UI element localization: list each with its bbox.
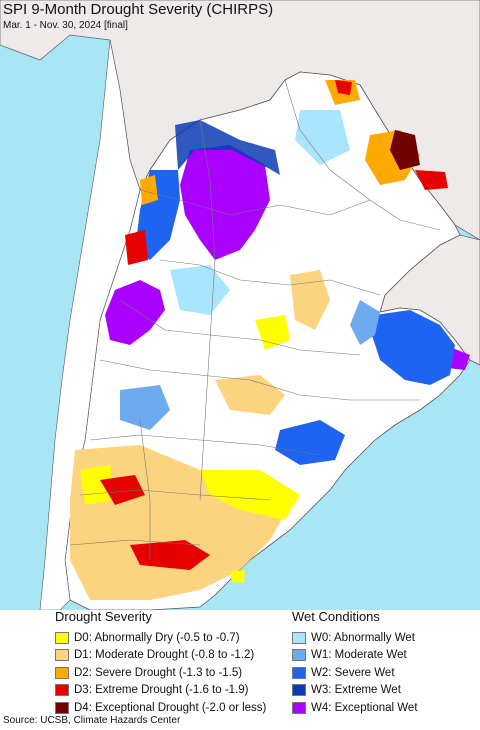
- swatch-d0: [55, 631, 69, 644]
- legend-row-w0: W0: Abnormally Wet: [292, 629, 477, 647]
- legend-label-w1: W1: Moderate Wet: [311, 649, 407, 662]
- legend-label-w3: W3: Extreme Wet: [311, 684, 401, 697]
- d2-andes-west: [140, 175, 158, 205]
- d3-north: [335, 80, 352, 95]
- swatch-w2: [292, 666, 306, 679]
- legend-row-d0: D0: Abnormally Dry (-0.5 to -0.7): [55, 629, 290, 647]
- swatch-w1: [292, 649, 306, 662]
- legend-label-d4: D4: Exceptional Drought (-2.0 or less): [74, 701, 267, 714]
- wet-legend-heading: Wet Conditions: [292, 609, 380, 624]
- w2-east: [372, 310, 455, 385]
- drought-map: [0, 0, 480, 610]
- legend-row-d3: D3: Extreme Drought (-1.6 to -1.9): [55, 682, 290, 700]
- d0-island: [230, 570, 245, 583]
- legend-label-d0: D0: Abnormally Dry (-0.5 to -0.7): [74, 631, 240, 644]
- drought-legend: Drought Severity D0: Abnormally Dry (-0.…: [55, 609, 290, 714]
- source-credit: Source: UCSB, Climate Hazards Center: [3, 715, 181, 726]
- map-canvas: [0, 0, 480, 610]
- d3-northeast: [415, 170, 448, 190]
- d0-central: [255, 315, 290, 350]
- legend-label-w2: W2: Severe Wet: [311, 666, 395, 679]
- w0-north: [295, 110, 350, 165]
- swatch-d2: [55, 666, 69, 679]
- legend-row-d4: D4: Exceptional Drought (-2.0 or less): [55, 699, 290, 717]
- w4-andes-south: [105, 280, 165, 345]
- legend-row-w2: W2: Severe Wet: [292, 664, 477, 682]
- w4-andes: [180, 145, 270, 260]
- legend-row-w1: W1: Moderate Wet: [292, 647, 477, 665]
- d1-central: [290, 270, 330, 330]
- map-title: SPI 9-Month Drought Severity (CHIRPS): [3, 1, 274, 18]
- d0-south: [200, 470, 300, 520]
- legend-row-w3: W3: Extreme Wet: [292, 682, 477, 700]
- d0-west: [80, 465, 115, 505]
- legend-label-d2: D2: Severe Drought (-1.3 to -1.5): [74, 666, 243, 679]
- swatch-d3: [55, 684, 69, 697]
- w1-east: [350, 300, 380, 345]
- swatch-w3: [292, 684, 306, 697]
- legend-row-d1: D1: Moderate Drought (-0.8 to -1.2): [55, 647, 290, 665]
- legend-label-d3: D3: Extreme Drought (-1.6 to -1.9): [74, 684, 249, 697]
- w2-central: [275, 420, 345, 465]
- legend-row-d2: D2: Severe Drought (-1.3 to -1.5): [55, 664, 290, 682]
- wet-legend: Wet Conditions W0: Abnormally Wet W1: Mo…: [292, 609, 477, 714]
- w3-north: [175, 120, 280, 175]
- legend-row-w4: W4: Exceptional Wet: [292, 699, 477, 717]
- map-subtitle: Mar. 1 - Nov. 30, 2024 [final]: [3, 20, 128, 31]
- w0-central: [170, 265, 230, 315]
- d3-andes-west: [125, 230, 148, 265]
- swatch-d1: [55, 649, 69, 662]
- legend-label-w4: W4: Exceptional Wet: [311, 701, 418, 714]
- w1-central: [120, 385, 170, 430]
- d4-northeast: [390, 130, 420, 170]
- d3-west: [100, 475, 145, 505]
- legend-label-d1: D1: Moderate Drought (-0.8 to -1.2): [74, 649, 255, 662]
- drought-legend-heading: Drought Severity: [55, 609, 152, 624]
- province-borders: [69, 79, 441, 560]
- swatch-w0: [292, 631, 306, 644]
- legend-label-w0: W0: Abnormally Wet: [311, 631, 415, 644]
- swatch-d4: [55, 701, 69, 714]
- swatch-w4: [292, 701, 306, 714]
